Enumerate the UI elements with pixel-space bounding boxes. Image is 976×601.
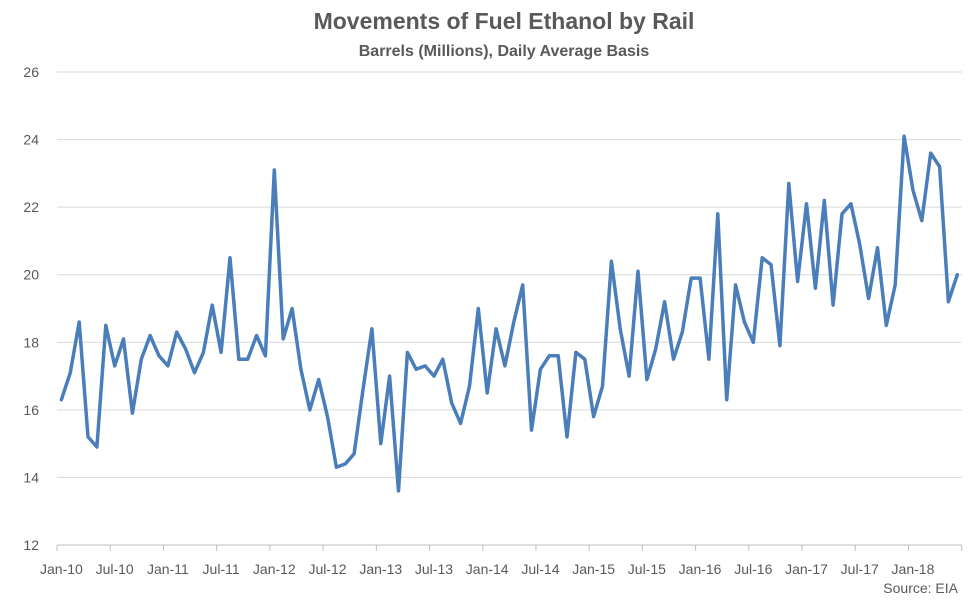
y-tick-label: 22 xyxy=(23,199,39,215)
y-tick-label: 14 xyxy=(23,469,39,485)
series-line xyxy=(59,134,960,493)
x-tick-label: Jan-10 xyxy=(40,561,83,577)
y-tick-label: 18 xyxy=(23,334,39,350)
x-tick-label: Jan-12 xyxy=(253,561,296,577)
x-tick-label: Jul-14 xyxy=(521,561,559,577)
x-tick-label: Jan-18 xyxy=(892,561,935,577)
x-tick-label: Jul-10 xyxy=(96,561,134,577)
y-tick-label: 26 xyxy=(23,64,39,80)
x-tick-label: Jan-13 xyxy=(359,561,402,577)
gridlines xyxy=(57,71,962,478)
x-tick-label: Jul-11 xyxy=(203,561,240,577)
x-tick-label: Jan-14 xyxy=(466,561,509,577)
y-tick-label: 20 xyxy=(23,267,39,283)
y-tick-label: 24 xyxy=(23,132,39,148)
x-tick-label: Jul-16 xyxy=(734,561,772,577)
x-tick-label: Jul-15 xyxy=(628,561,666,577)
source-note: Source: EIA xyxy=(883,580,958,596)
x-tick-label: Jan-16 xyxy=(679,561,722,577)
plot-area xyxy=(59,134,960,493)
x-tick-label: Jan-11 xyxy=(147,561,189,577)
x-tick-label: Jul-13 xyxy=(415,561,453,577)
x-tick-label: Jul-12 xyxy=(308,561,346,577)
chart-title: Movements of Fuel Ethanol by Rail xyxy=(313,8,695,34)
x-axis: Jan-10 Jul-10 Jan-11 Jul-11 Jan-12 Jul-12 Jan-… xyxy=(40,544,963,577)
y-tick-label: 16 xyxy=(23,402,39,418)
y-tick-label: 12 xyxy=(23,537,39,553)
x-tick-label: Jan-15 xyxy=(572,561,615,577)
chart-subtitle: Barrels (Millions), Daily Average Basis xyxy=(358,43,650,60)
x-tick-label: Jan-17 xyxy=(785,561,828,577)
y-axis: 12 14 16 18 20 22 24 26 xyxy=(23,64,39,553)
x-tick-label: Jul-17 xyxy=(841,561,879,577)
